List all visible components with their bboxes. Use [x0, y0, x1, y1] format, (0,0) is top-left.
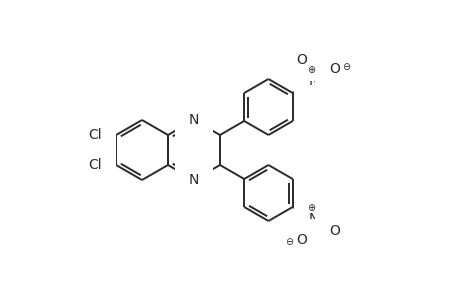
Text: ⊖: ⊖ [341, 62, 350, 72]
Text: N: N [188, 113, 199, 127]
Text: ⊕: ⊕ [307, 65, 315, 75]
Text: N: N [308, 212, 318, 226]
Text: O: O [296, 233, 306, 247]
Text: ⊖: ⊖ [285, 237, 293, 247]
Text: N: N [308, 74, 318, 88]
Text: O: O [328, 62, 339, 76]
Text: Cl: Cl [88, 128, 102, 142]
Text: ⊕: ⊕ [307, 203, 315, 213]
Text: O: O [328, 224, 339, 238]
Text: Cl: Cl [88, 158, 102, 172]
Text: N: N [188, 173, 199, 187]
Text: O: O [296, 53, 306, 67]
